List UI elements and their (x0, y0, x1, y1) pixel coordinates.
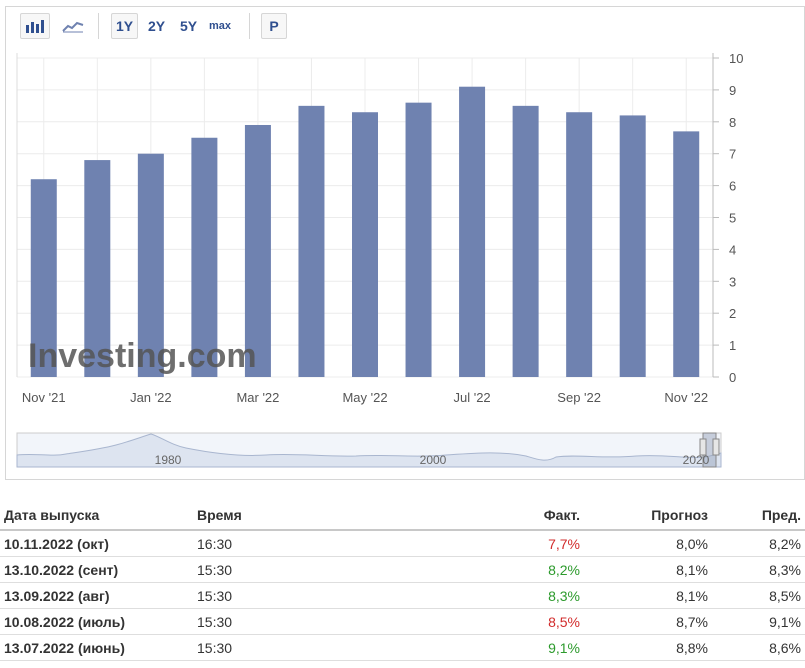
release-date: 13.09.2022 (авг) (0, 582, 193, 609)
y-tick-label: 1 (729, 338, 736, 353)
bar[interactable] (191, 137, 218, 377)
table-row: 10.11.2022 (окт) 16:30 7,7% 8,0% 8,2% (0, 530, 805, 557)
actual-value: 8,3% (451, 582, 584, 609)
p-button[interactable]: P (261, 13, 287, 39)
table-row: 10.08.2022 (июль) 15:30 8,5% 8,7% 9,1% (0, 608, 805, 635)
releases-table: Дата выпуска Время Факт. Прогноз Пред. 1… (0, 501, 805, 661)
navigator-label-1980: 1980 (155, 453, 182, 467)
release-date: 13.10.2022 (сент) (0, 556, 193, 583)
navigator-right-handle[interactable] (712, 438, 720, 456)
actual-value: 7,7% (451, 530, 584, 557)
toolbar-divider (98, 13, 99, 39)
bar[interactable] (512, 105, 539, 377)
navigator-label-2020: 2020 (683, 453, 710, 467)
bar[interactable] (566, 112, 593, 377)
actual-value: 8,2% (451, 556, 584, 583)
bar[interactable] (30, 179, 57, 377)
table-header-row: Дата выпуска Время Факт. Прогноз Пред. (0, 501, 805, 531)
x-tick-label: Mar '22 (236, 390, 279, 405)
x-tick-label: May '22 (342, 390, 387, 405)
release-time: 16:30 (193, 530, 451, 557)
navigator-series (16, 433, 722, 468)
x-tick-label: Jul '22 (453, 390, 490, 405)
forecast-value: 8,0% (584, 530, 712, 557)
bar-chart: 0 1 2 3 4 5 6 7 8 9 10 Nov '21 Jan '22 Mar '22 May '2… (16, 51, 743, 468)
bar[interactable] (352, 112, 378, 377)
header-previous[interactable]: Пред. (712, 501, 805, 531)
table-row: 13.09.2022 (авг) 15:30 8,3% 8,1% 8,5% (0, 582, 805, 609)
release-time: 15:30 (193, 634, 451, 661)
x-tick-label: Jan '22 (130, 390, 172, 405)
x-tick-label: Sep '22 (557, 390, 601, 405)
y-tick-label: 0 (729, 370, 736, 385)
x-tick-label: Nov '22 (664, 390, 708, 405)
forecast-value: 8,7% (584, 608, 712, 635)
bar-chart-icon[interactable] (20, 13, 50, 39)
period-1y-button[interactable]: 1Y (111, 13, 139, 39)
header-actual[interactable]: Факт. (451, 501, 584, 531)
table-row: 13.07.2022 (июнь) 15:30 9,1% 8,8% 8,6% (0, 634, 805, 661)
forecast-value: 8,1% (584, 556, 712, 583)
chart-widget: 1Y 2Y 5Y max P 0 1 2 3 4 5 6 7 8 9 10 Nov '21 Jan '… (5, 6, 805, 480)
y-tick-label: 8 (729, 115, 736, 130)
y-tick-label: 6 (729, 179, 736, 194)
forecast-value: 8,1% (584, 582, 712, 609)
bar[interactable] (298, 105, 325, 377)
bar[interactable] (619, 115, 646, 378)
previous-value: 8,3% (712, 556, 805, 583)
period-max-button[interactable]: max (209, 20, 232, 32)
navigator-left-handle[interactable] (699, 438, 707, 456)
bar[interactable] (673, 131, 700, 377)
chart-toolbar: 1Y 2Y 5Y max P (6, 7, 804, 45)
toolbar-divider (249, 13, 250, 39)
release-time: 15:30 (193, 582, 451, 609)
period-2y-button[interactable]: 2Y (148, 18, 166, 34)
release-date: 13.07.2022 (июнь) (0, 634, 193, 661)
previous-value: 8,2% (712, 530, 805, 557)
actual-value: 8,5% (451, 608, 584, 635)
time-navigator[interactable]: 1980 2000 2020 (16, 432, 722, 468)
x-tick-label: Nov '21 (22, 390, 66, 405)
release-date: 10.08.2022 (июль) (0, 608, 193, 635)
previous-value: 9,1% (712, 608, 805, 635)
bar[interactable] (459, 86, 486, 378)
navigator-label-2000: 2000 (420, 453, 447, 467)
bar[interactable] (405, 102, 432, 377)
previous-value: 8,6% (712, 634, 805, 661)
forecast-value: 8,8% (584, 634, 712, 661)
release-date: 10.11.2022 (окт) (0, 530, 193, 557)
header-forecast[interactable]: Прогноз (584, 501, 712, 531)
actual-value: 9,1% (451, 634, 584, 661)
bar[interactable] (84, 160, 111, 377)
period-5y-button[interactable]: 5Y (180, 18, 198, 34)
header-time[interactable]: Время (193, 501, 451, 531)
bar[interactable] (244, 124, 271, 378)
release-time: 15:30 (193, 608, 451, 635)
y-tick-label: 7 (729, 147, 736, 162)
bar[interactable] (137, 153, 164, 377)
header-release-date[interactable]: Дата выпуска (0, 501, 193, 531)
watermark-text: Investing.com (28, 337, 257, 375)
y-tick-label: 2 (729, 306, 736, 321)
y-tick-label: 10 (729, 51, 743, 66)
y-tick-label: 3 (729, 274, 736, 289)
line-chart-icon[interactable] (58, 13, 88, 39)
watermark-logo: Investing.com (28, 337, 257, 375)
release-time: 15:30 (193, 556, 451, 583)
table-row: 13.10.2022 (сент) 15:30 8,2% 8,1% 8,3% (0, 556, 805, 583)
y-tick-label: 4 (729, 242, 736, 257)
y-tick-label: 5 (729, 211, 736, 226)
previous-value: 8,5% (712, 582, 805, 609)
y-tick-label: 9 (729, 83, 736, 98)
